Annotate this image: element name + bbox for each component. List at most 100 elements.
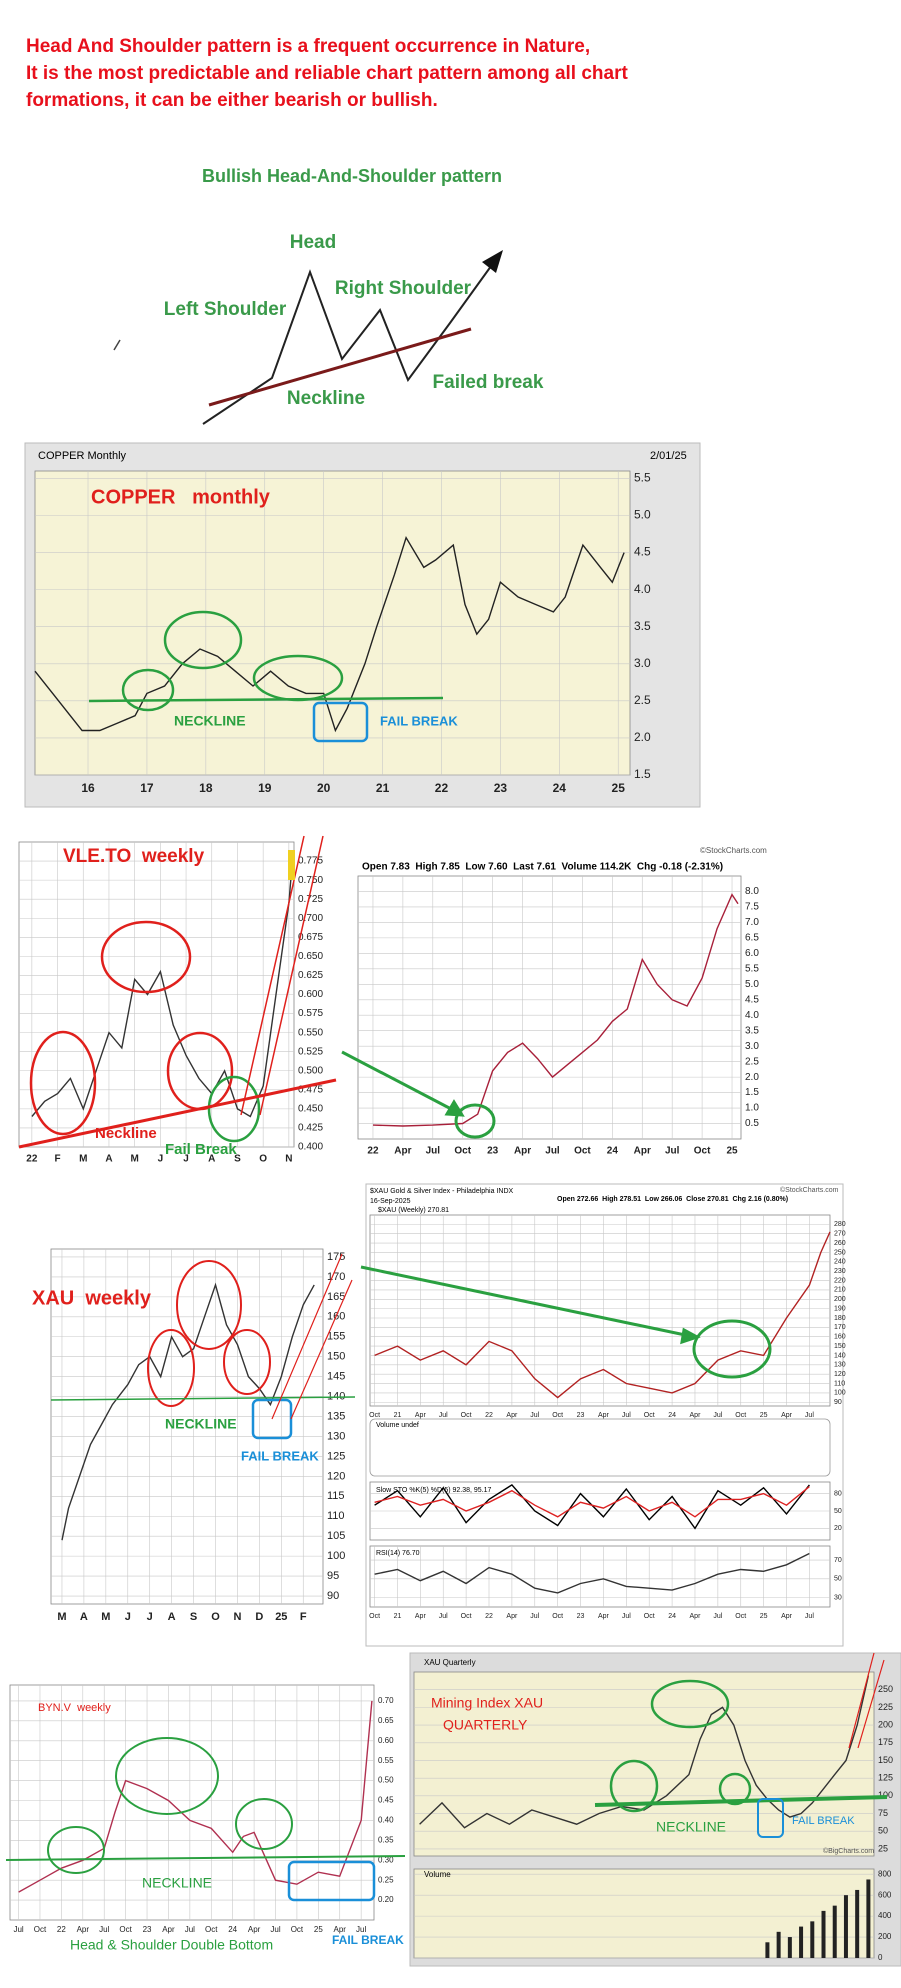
charts: 1.5 2.0 2.5 3.0 3.5 4.0 4.5 5.0 5.5 16 17 18 19 20 21 2…	[5, 442, 901, 1967]
pattern-highlight	[47, 1826, 105, 1874]
y-tick-label: 3.0	[634, 656, 651, 670]
y-tick-label: 2.0	[634, 730, 651, 744]
annotation: $XAU Gold & Silver Index - Philadelphia …	[370, 1188, 514, 1195]
trend-line	[50, 1396, 356, 1401]
arrow-head	[680, 1327, 701, 1345]
x-tick-label: O	[211, 1611, 220, 1623]
price-line	[374, 1486, 810, 1518]
y-tick-label: 175	[878, 1737, 893, 1747]
y-tick-label: 145	[327, 1371, 345, 1383]
x-tick-label: M	[79, 1154, 87, 1165]
annotation: RSI(14) 76.70	[376, 1550, 420, 1557]
x-tick-label: A	[208, 1154, 215, 1165]
x-tick-label: Oct	[735, 1412, 746, 1419]
connectors	[341, 1050, 772, 1379]
intro-line: It is the most predictable and reliable …	[26, 63, 628, 84]
y-tick-label: 120	[834, 1371, 846, 1378]
plot-area	[9, 1684, 375, 1921]
x-tick-label: Oct	[644, 1412, 655, 1419]
x-tick-label: O	[259, 1154, 267, 1165]
y-tick-label: 5.0	[634, 508, 651, 522]
annotation: Fail Break	[165, 1141, 237, 1158]
x-tick-label: 22	[26, 1154, 38, 1165]
stray-mark	[113, 339, 121, 351]
y-tick-label: 125	[327, 1450, 345, 1462]
x-tick-label: Jul	[356, 1925, 366, 1934]
x-tick-label: Oct	[205, 1925, 218, 1934]
x-tick-label: D	[255, 1611, 263, 1623]
annotation: Volume	[424, 1870, 451, 1879]
x-tick-label: Oct	[291, 1925, 304, 1934]
y-tick-label: 0.60	[378, 1736, 394, 1745]
y-tick-label: 2.0	[745, 1072, 759, 1083]
x-tick-label: 25	[612, 781, 626, 795]
chart-panel: 30 50 70 Oct 21 Apr Jul Oct 22 Apr Jul Oct 23 Apr Jul O…	[369, 1545, 842, 1620]
x-tick-label: Jul	[185, 1925, 195, 1934]
plot-area	[369, 1545, 831, 1608]
annotation: FAIL BREAK	[380, 713, 458, 728]
y-tick-label: 280	[834, 1221, 846, 1228]
volume-bar	[855, 1889, 860, 1958]
x-tick-label: Apr	[690, 1412, 702, 1419]
plot-area	[50, 1248, 324, 1605]
y-tick-label: 6.5	[745, 933, 759, 944]
x-tick-label: Oct	[694, 1146, 711, 1157]
annotation: Open 272.66 High 278.51 Low 266.06 Close…	[557, 1196, 788, 1203]
x-tick-label: Apr	[781, 1613, 793, 1620]
y-tick-label: 6.0	[745, 948, 759, 959]
y-tick-label: 250	[878, 1684, 893, 1694]
y-tick-label: 50	[878, 1826, 888, 1836]
price-line	[372, 893, 739, 1127]
y-tick-label: 1.5	[634, 767, 651, 781]
connector-arrow	[360, 1265, 691, 1338]
intro-text: Head And Shoulder pattern is a frequent …	[26, 36, 628, 111]
pattern-highlight	[100, 920, 192, 994]
y-tick-label: 8.0	[745, 886, 759, 897]
y-tick-label: 0.750	[298, 875, 323, 886]
y-tick-label: 130	[327, 1430, 345, 1442]
x-tick-label: Jul	[270, 1925, 280, 1934]
break-box	[369, 1418, 831, 1477]
trend-line	[848, 1652, 875, 1749]
x-tick-label: 19	[258, 781, 272, 795]
trend-line	[271, 1253, 343, 1420]
y-tick-label: 270	[834, 1231, 846, 1238]
x-tick-label: 24	[228, 1925, 237, 1934]
y-tick-label: 0.400	[298, 1142, 323, 1153]
x-tick-label: A	[80, 1611, 88, 1623]
y-tick-label: 125	[878, 1773, 893, 1783]
x-tick-label: Apr	[598, 1412, 610, 1419]
x-tick-label: N	[285, 1154, 292, 1165]
annotation: ©StockCharts.com	[780, 1186, 839, 1194]
annotation: Open 7.83 High 7.85 Low 7.60 Last 7.61 V…	[362, 862, 723, 873]
x-tick-label: J	[158, 1154, 164, 1165]
plot-area	[369, 1214, 831, 1407]
x-tick-label: 21	[376, 781, 390, 795]
x-tick-label: Apr	[77, 1925, 90, 1934]
y-tick-label: 0.650	[298, 951, 323, 962]
x-tick-label: Oct	[735, 1613, 746, 1620]
x-tick-label: 22	[435, 781, 449, 795]
x-tick-label: Oct	[461, 1613, 472, 1620]
y-tick-label: 100	[327, 1550, 345, 1562]
x-tick-label: Jul	[99, 1925, 109, 1934]
y-tick-label: 0.675	[298, 932, 323, 943]
x-tick-label: Oct	[369, 1412, 380, 1419]
break-box	[312, 701, 369, 743]
pattern-highlight	[718, 1772, 752, 1806]
annotation: 2/01/25	[650, 450, 687, 462]
annotation: COPPER monthly	[91, 486, 271, 508]
y-tick-label: 90	[327, 1590, 339, 1602]
x-tick-label: 23	[494, 781, 508, 795]
break-box	[287, 1860, 376, 1902]
diagram-label: Failed break	[433, 372, 544, 393]
x-tick-label: 22	[485, 1412, 493, 1419]
y-tick-label: 180	[834, 1315, 846, 1322]
diagram-title: Bullish Head-And-Shoulder pattern	[202, 166, 502, 186]
annotation: Slow STO %K(5) %D(5) 92.38, 95.17	[376, 1487, 492, 1494]
annotation: NECKLINE	[174, 713, 246, 729]
y-tick-label: 4.5	[745, 994, 759, 1005]
x-tick-label: J	[183, 1154, 189, 1165]
